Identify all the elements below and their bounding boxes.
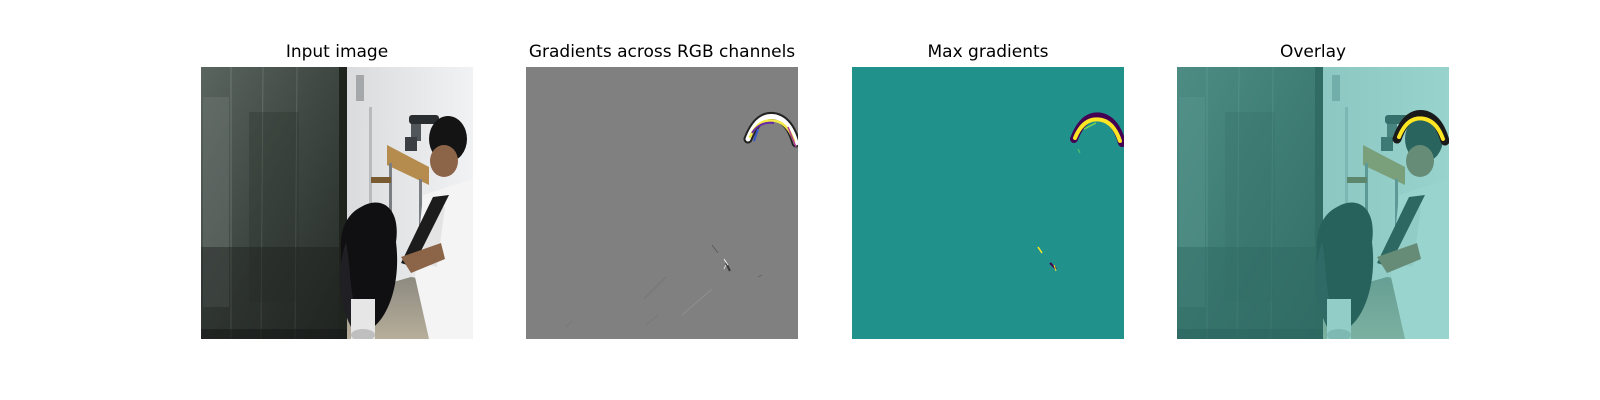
rgb-gradients-picture [526, 67, 798, 339]
input-image-panel: Input image [201, 0, 473, 400]
input-image-picture [201, 67, 473, 339]
rgb-gradients-title: Gradients across RGB channels [528, 42, 796, 62]
max-gradients-image [852, 67, 1124, 339]
input-image [201, 67, 473, 339]
max-gradients-picture [852, 67, 1124, 339]
overlay-panel: Overlay [1177, 0, 1449, 400]
rgb-gradients-panel: Gradients across RGB channels [526, 0, 798, 400]
max-gradients-title: Max gradients [927, 42, 1049, 62]
overlay-image [1177, 67, 1449, 339]
max-gradients-panel: Max gradients [852, 0, 1124, 400]
overlay-picture [1177, 67, 1449, 339]
rgb-gradients-image [526, 67, 798, 339]
input-image-title: Input image [285, 42, 389, 62]
overlay-title: Overlay [1279, 42, 1347, 62]
